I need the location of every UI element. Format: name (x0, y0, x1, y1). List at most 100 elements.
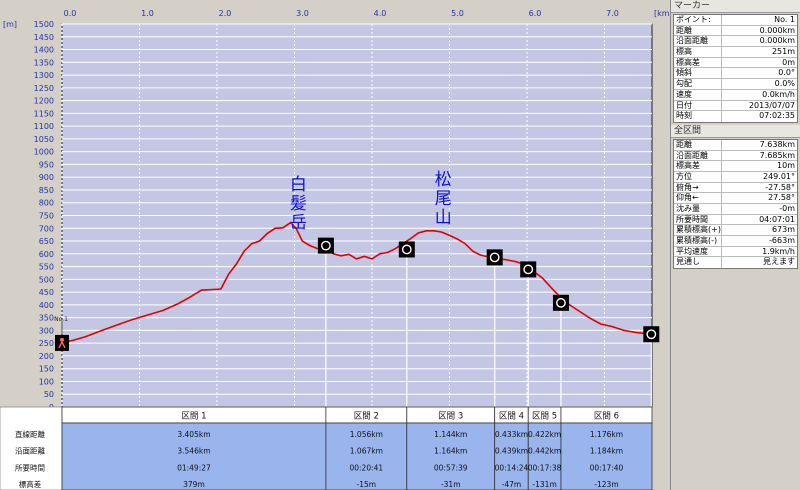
total-info-row: 平均速度 1.9km/h (674, 246, 797, 258)
y-tick-label: 400 (39, 301, 54, 310)
y-tick-label: 50 (44, 390, 54, 399)
segment-row-header: 沿面距離 (15, 446, 45, 456)
marker-info-label: 標高差 (674, 57, 722, 68)
y-tick-label: 900 (39, 173, 54, 182)
total-info-value: 673m (771, 225, 795, 235)
total-info-value: 04:07:01 (759, 214, 795, 224)
marker-info-row: 日付 2013/07/07 (674, 100, 797, 112)
segment-name: 区間 3 (438, 412, 463, 422)
segment-value: 1.164km (434, 447, 467, 456)
y-tick-label: 1050 (34, 135, 54, 144)
start-marker-label: No.1 (54, 316, 68, 323)
peak-label: 松尾山 (435, 170, 452, 228)
marker-info-row: 沿面距離 0.000km (674, 36, 797, 48)
x-tick-label: 7.0 (606, 9, 619, 18)
segment-value: 01:49:27 (177, 463, 211, 472)
marker-info-label: 傾斜 (674, 68, 722, 79)
y-tick-label: 1350 (34, 58, 54, 67)
total-info-row: 沈み量 -0m (674, 204, 797, 215)
marker-info-table: ポイント: No. 1 距離 0.000km 沿面距離 0.000km 標高 251m 標高差 0… (673, 14, 798, 123)
segment-value: 00:14:24 (495, 463, 529, 472)
total-info-row: 距離 7.638km (674, 139, 797, 151)
total-info-value: -27.58° (765, 182, 795, 192)
segment-row-header: 直線距離 (15, 429, 45, 439)
marker-info-row: 傾斜 0.0° (674, 68, 797, 80)
total-info-label: 方位 (674, 171, 722, 182)
marker-info-label: 日付 (674, 100, 722, 111)
total-info-value: 249.01° (763, 171, 795, 181)
segment-value: 1.144km (434, 430, 467, 439)
marker-info-row: 標高 251m (674, 47, 797, 58)
marker-info-value: 0.000km (759, 25, 795, 35)
total-info-row: 見通し 見えます (674, 257, 797, 269)
waypoint-marker[interactable] (398, 241, 415, 258)
total-info-row: 標高差 10m (674, 161, 797, 172)
marker-info-label: 勾配 (674, 79, 722, 89)
peak-labels: 白髪岳 松尾山 (290, 170, 452, 233)
y-tick-label: 1400 (34, 46, 54, 55)
segment-row-header: 所要時間 (15, 462, 45, 472)
y-tick-label: 100 (39, 377, 54, 386)
marker-info-value: 251m (771, 47, 795, 57)
y-tick-label: 800 (39, 199, 54, 208)
y-tick-label: 300 (39, 326, 54, 335)
total-info-value: -663m (769, 236, 795, 246)
marker-info-label: 速度 (674, 89, 722, 100)
total-info-row: 累積標高(-) -663m (674, 236, 797, 247)
elevation-profile-chart[interactable]: 0501001502002503003504004505005506006507… (0, 0, 670, 490)
marker-info-value: 07:02:35 (759, 111, 795, 121)
total-info-label: 標高差 (674, 161, 722, 171)
waypoint-marker[interactable] (643, 326, 660, 343)
segment-value: 3.405km (177, 430, 210, 439)
x-axis-unit: [km] (654, 9, 670, 18)
y-axis-tick-labels: 0501001502002503003504004505005506006507… (34, 20, 54, 412)
x-tick-label: 4.0 (374, 9, 387, 18)
marker-info-value: 0.0° (778, 68, 795, 78)
waypoint-marker[interactable] (317, 237, 334, 254)
y-tick-label: 1150 (34, 109, 54, 118)
marker-info-label: 標高 (674, 47, 722, 57)
segment-value: 0.433km (495, 430, 528, 439)
y-tick-label: 600 (39, 250, 54, 259)
segment-value: 00:17:40 (590, 463, 624, 472)
waypoint-markers[interactable] (317, 237, 660, 343)
y-tick-label: 950 (39, 160, 54, 169)
segment-value: 1.056km (350, 430, 383, 439)
segment-value: 00:20:41 (349, 463, 383, 472)
marker-info-row: 標高差 0m (674, 57, 797, 69)
y-tick-label: 200 (39, 352, 54, 361)
segment-summary-table: 区間 1 3.405km 3.546km 01:49:27 379m 区間 2 1.056k… (0, 406, 653, 490)
segment-value: 0.442km (528, 447, 561, 456)
marker-info-row: 速度 0.0km/h (674, 89, 797, 101)
segment-value: 1.176km (590, 430, 623, 439)
y-tick-label: 550 (39, 263, 54, 272)
total-info-label: 所要時間 (674, 214, 722, 225)
total-info-value: 7.685km (759, 150, 795, 160)
total-info-row: 所要時間 04:07:01 (674, 214, 797, 226)
segment-value: 00:57:39 (434, 463, 468, 472)
segment-name: 区間 5 (532, 412, 557, 422)
y-tick-label: 750 (39, 212, 54, 221)
x-tick-label: 2.0 (219, 9, 232, 18)
marker-info-value: 2013/07/07 (748, 100, 795, 110)
x-tick-label: 6.0 (529, 9, 542, 18)
total-info-label: 沿面距離 (674, 150, 722, 161)
y-tick-label: 500 (39, 275, 54, 284)
waypoint-marker[interactable] (552, 294, 569, 311)
segment-value: 0.422km (528, 430, 561, 439)
elevation-profile-line (61, 221, 655, 344)
total-info-row: 沿面距離 7.685km (674, 150, 797, 162)
waypoint-drop-lines (325, 245, 652, 407)
total-info-label: 仰角← (674, 193, 722, 203)
segment-value: 379m (183, 480, 205, 489)
total-info-label: 平均速度 (674, 246, 722, 257)
segment-name: 区間 2 (354, 412, 379, 422)
start-marker[interactable]: No.1 (54, 316, 69, 351)
marker-info-label: ポイント: (674, 15, 722, 25)
y-tick-label: 1450 (34, 33, 54, 42)
total-info-value: 7.638km (759, 139, 795, 149)
waypoint-marker[interactable] (486, 249, 503, 266)
total-info-label: 俯角→ (674, 182, 722, 193)
waypoint-marker[interactable] (520, 261, 537, 278)
total-panel-title: 全区間 (671, 124, 800, 138)
